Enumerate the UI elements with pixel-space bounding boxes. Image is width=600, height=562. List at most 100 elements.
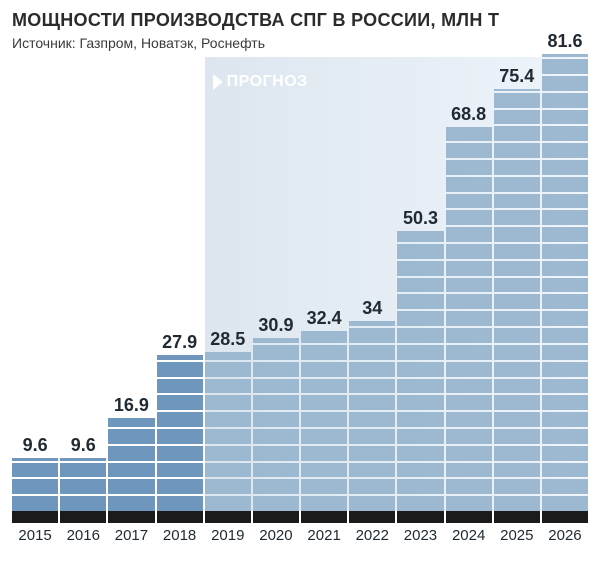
bar-segment <box>494 210 540 225</box>
bar-segment <box>157 429 203 444</box>
bar-segment <box>494 294 540 309</box>
bar-segment <box>446 345 492 360</box>
bar-segment <box>157 412 203 427</box>
bar-segment <box>542 412 588 427</box>
base-cell <box>253 511 299 523</box>
bar-segment <box>446 328 492 343</box>
bar-segment <box>494 496 540 511</box>
chart-area: ПРОГНОЗ 9.69.616.927.928.530.932.43450.3… <box>12 57 588 549</box>
bar-segment <box>253 345 299 360</box>
bar-segment <box>349 362 395 377</box>
bar-segment <box>446 261 492 276</box>
bar-segment <box>542 463 588 478</box>
bar-segment <box>542 177 588 192</box>
value-label: 16.9 <box>108 395 154 418</box>
base-cell <box>157 511 203 523</box>
bar-segment <box>349 429 395 444</box>
bar-segment <box>446 362 492 377</box>
bar-segment <box>542 59 588 74</box>
bar-segment <box>253 463 299 478</box>
x-axis-label: 2019 <box>205 525 251 549</box>
bar-segment <box>397 311 443 326</box>
bar-segment <box>542 76 588 91</box>
bar-segment <box>446 479 492 494</box>
bar-segment <box>494 278 540 293</box>
bar-segment <box>349 379 395 394</box>
bar-segment <box>157 395 203 410</box>
bar-segment <box>494 412 540 427</box>
bar-segment <box>494 143 540 158</box>
bar-col: 16.9 <box>108 418 154 511</box>
bar-stack <box>157 355 203 511</box>
bar-segment <box>253 362 299 377</box>
bar-stack <box>446 127 492 511</box>
bar-segment <box>205 362 251 377</box>
x-axis-label: 2025 <box>494 525 540 549</box>
bar-segment <box>542 160 588 175</box>
base-cell <box>60 511 106 523</box>
bar-segment <box>108 418 154 427</box>
bar-segment <box>494 395 540 410</box>
bar-segment <box>397 231 443 242</box>
bar-segment <box>349 395 395 410</box>
bar-segment <box>494 379 540 394</box>
bar-segment <box>301 429 347 444</box>
bar-segment <box>494 227 540 242</box>
bar-segment <box>108 479 154 494</box>
bar-segment <box>397 328 443 343</box>
forecast-label: ПРОГНОЗ <box>213 73 308 91</box>
bar-segment <box>157 362 203 377</box>
value-label: 75.4 <box>494 66 540 89</box>
bar-segment <box>542 261 588 276</box>
bar-segment <box>301 379 347 394</box>
bar-segment <box>494 362 540 377</box>
triangle-right-icon <box>213 74 223 90</box>
base-cell <box>205 511 251 523</box>
bar-segment <box>542 345 588 360</box>
bar-segment <box>108 446 154 461</box>
bar-stack <box>349 321 395 511</box>
bar-segment <box>542 446 588 461</box>
bar-segment <box>60 479 106 494</box>
value-label: 68.8 <box>446 104 492 127</box>
bar-segment <box>60 496 106 511</box>
base-cell <box>542 511 588 523</box>
bar-segment <box>446 177 492 192</box>
bar-segment <box>446 210 492 225</box>
bar-segment <box>301 479 347 494</box>
bar-segment <box>494 177 540 192</box>
bar-col: 34 <box>349 321 395 511</box>
bar-segment <box>397 278 443 293</box>
bar-segment <box>108 463 154 478</box>
value-label: 50.3 <box>397 208 443 231</box>
bar-segment <box>446 429 492 444</box>
bar-segment <box>205 395 251 410</box>
x-axis-label: 2023 <box>397 525 443 549</box>
bar-segment <box>397 379 443 394</box>
bar-segment <box>349 463 395 478</box>
value-label: 28.5 <box>205 329 251 352</box>
bar-stack <box>494 89 540 511</box>
bar-segment <box>253 479 299 494</box>
bar-segment <box>301 496 347 511</box>
bar-segment <box>494 328 540 343</box>
bar-segment <box>253 412 299 427</box>
bar-segment <box>60 458 106 461</box>
bar-segment <box>542 362 588 377</box>
forecast-label-text: ПРОГНОЗ <box>227 73 308 91</box>
bar-segment <box>253 429 299 444</box>
bar-segment <box>349 479 395 494</box>
x-axis-label: 2017 <box>108 525 154 549</box>
bar-segment <box>494 93 540 108</box>
bar-segment <box>205 379 251 394</box>
value-label: 32.4 <box>301 308 347 331</box>
x-axis-label: 2026 <box>542 525 588 549</box>
bar-segment <box>301 331 347 343</box>
bar-segment <box>542 110 588 125</box>
bar-segment <box>60 463 106 478</box>
bar-col: 50.3 <box>397 231 443 511</box>
value-label: 30.9 <box>253 315 299 338</box>
bar-segment <box>446 244 492 259</box>
base-strip <box>12 511 588 523</box>
bar-segment <box>205 479 251 494</box>
